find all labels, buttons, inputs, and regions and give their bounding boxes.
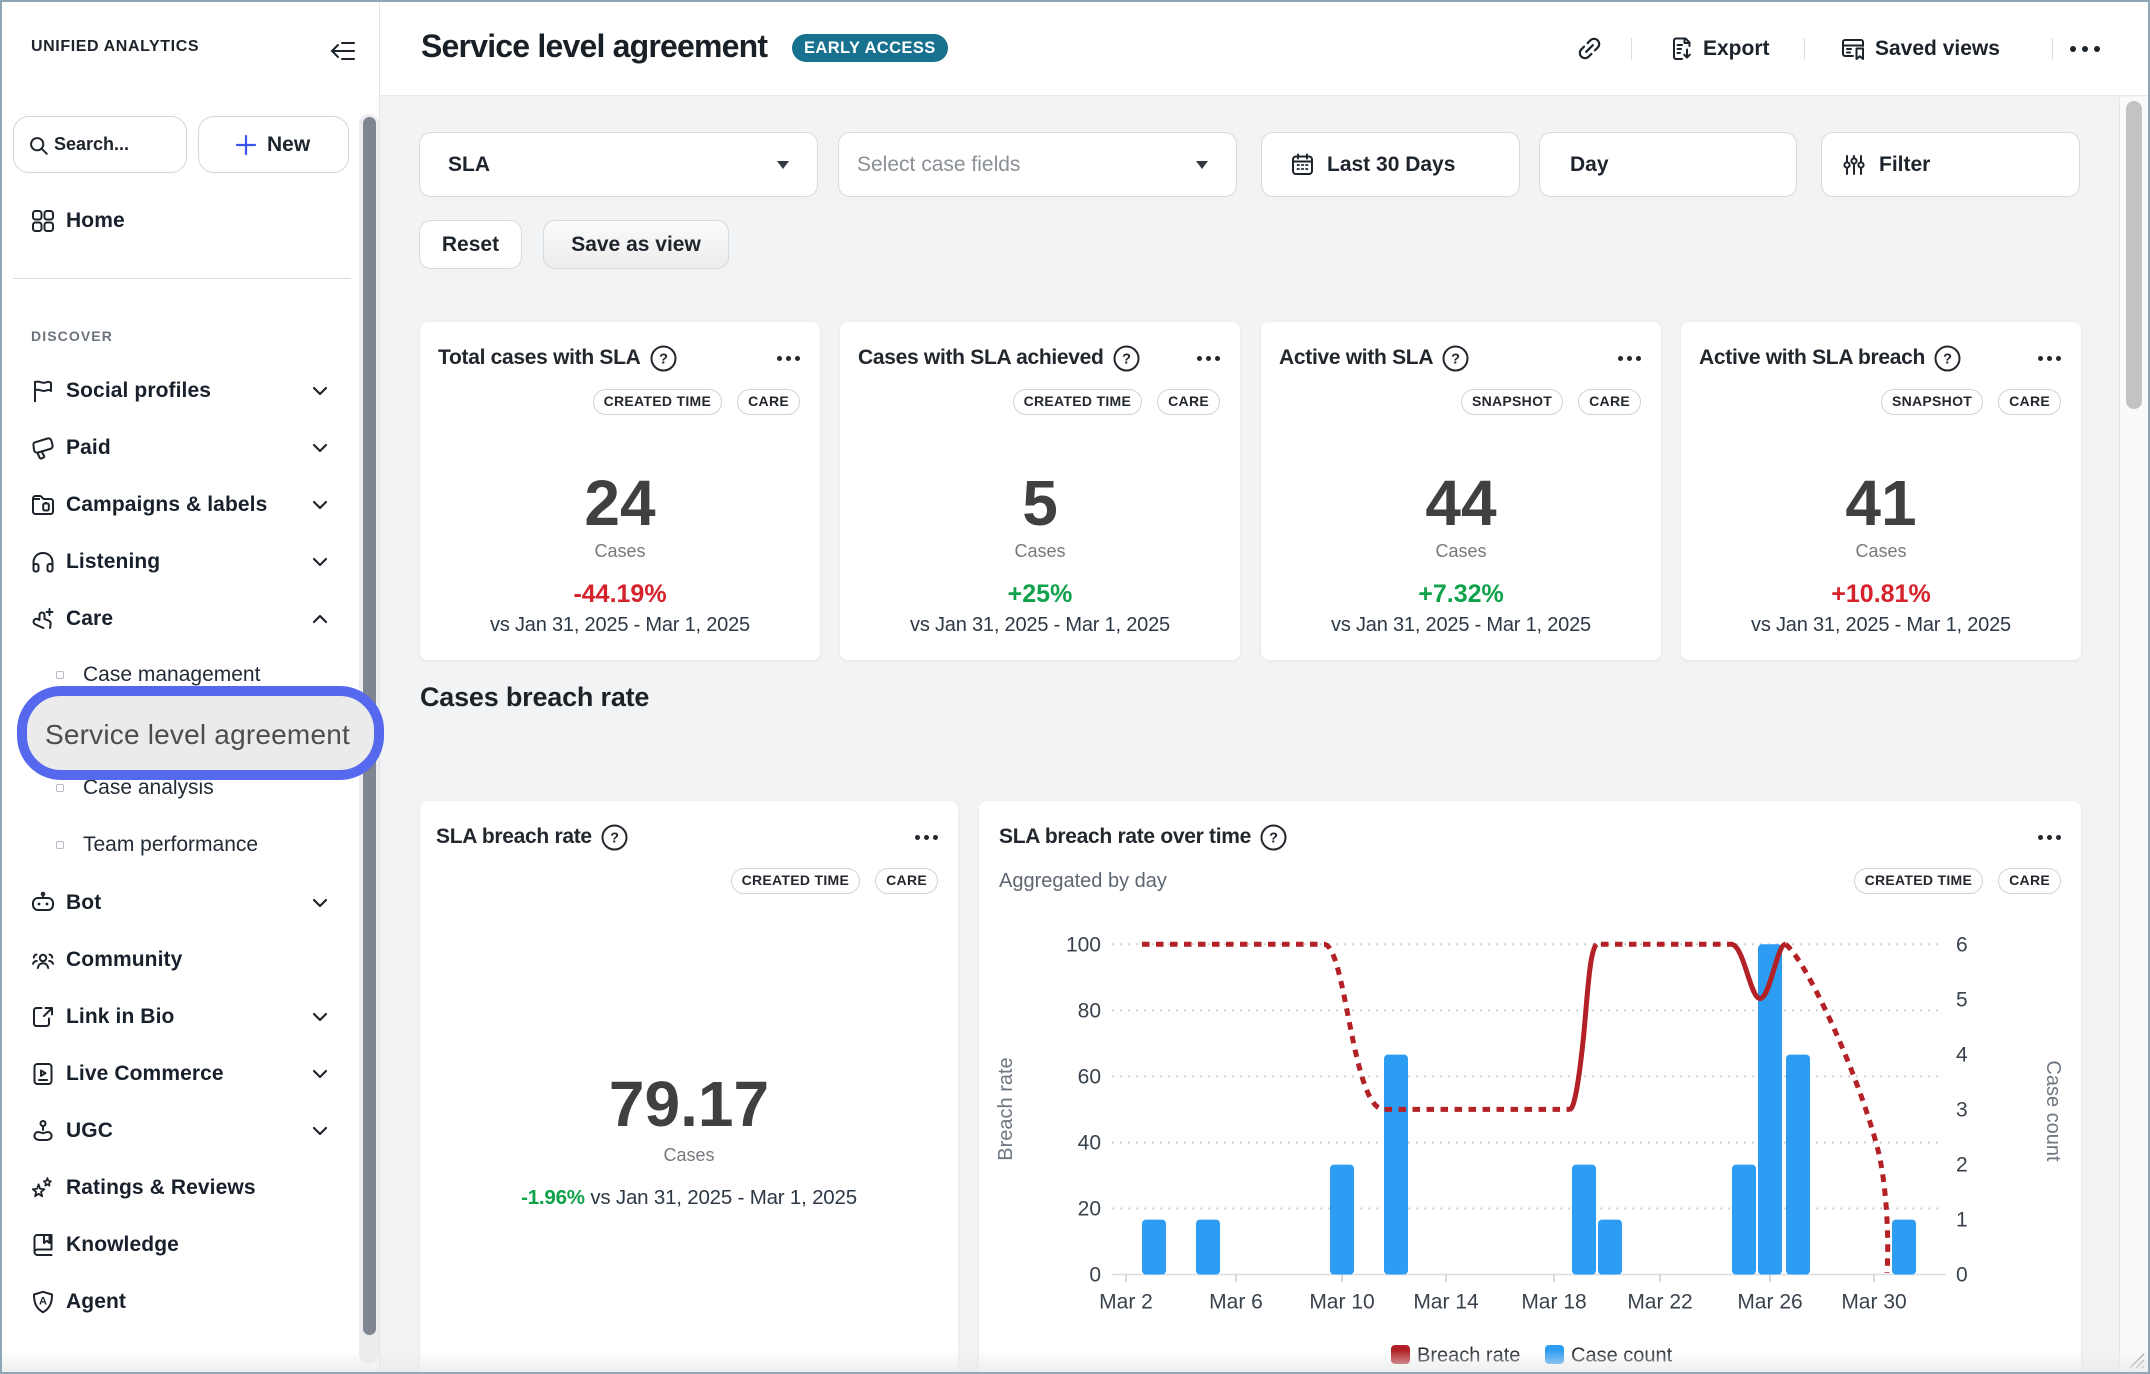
svg-text:Case count: Case count [2042, 1060, 2064, 1162]
svg-text:100: 100 [1066, 934, 1101, 957]
svg-text:?: ? [1269, 830, 1278, 846]
svg-text:2: 2 [1956, 1154, 1968, 1177]
svg-text:?: ? [659, 351, 668, 367]
svg-text:40: 40 [1078, 1132, 1101, 1155]
svg-text:Mar 18: Mar 18 [1521, 1291, 1586, 1314]
svg-text:Breach rate: Breach rate [995, 1057, 1017, 1160]
svg-text:A: A [39, 1296, 47, 1308]
svg-text:0: 0 [1956, 1264, 1968, 1287]
svg-text:Breach rate: Breach rate [1417, 1345, 1520, 1367]
svg-text:0: 0 [1089, 1264, 1101, 1287]
svg-text:Mar 22: Mar 22 [1627, 1291, 1692, 1314]
svg-text:Mar 30: Mar 30 [1841, 1291, 1906, 1314]
svg-text:60: 60 [1078, 1066, 1101, 1089]
svg-text:20: 20 [1078, 1198, 1101, 1221]
svg-text:1: 1 [1956, 1209, 1968, 1232]
svg-text:Mar 26: Mar 26 [1737, 1291, 1802, 1314]
svg-text:Mar 14: Mar 14 [1413, 1291, 1479, 1314]
svg-text:Case count: Case count [1571, 1345, 1673, 1367]
svg-text:6: 6 [1956, 934, 1968, 957]
svg-text:80: 80 [1078, 1000, 1101, 1023]
svg-text:5: 5 [1956, 989, 1968, 1012]
svg-text:?: ? [1451, 351, 1460, 367]
svg-text:Mar 10: Mar 10 [1309, 1291, 1374, 1314]
svg-text:3: 3 [1956, 1099, 1968, 1122]
svg-text:Mar 6: Mar 6 [1209, 1291, 1263, 1314]
svg-text:4: 4 [1956, 1044, 1968, 1067]
svg-text:?: ? [1943, 351, 1952, 367]
svg-text:?: ? [1122, 351, 1131, 367]
svg-text:?: ? [610, 830, 619, 846]
svg-text:Mar 2: Mar 2 [1099, 1291, 1153, 1314]
